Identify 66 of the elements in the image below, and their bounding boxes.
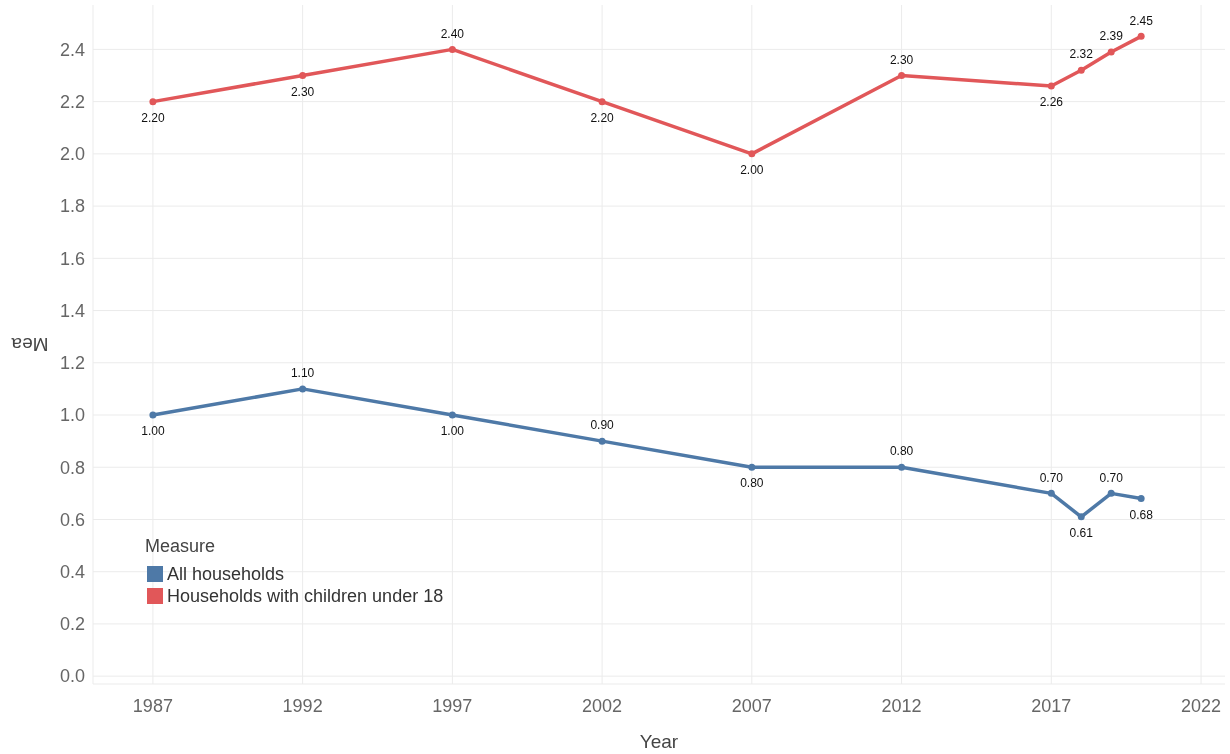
point	[598, 98, 606, 106]
data-label: 2.32	[1069, 47, 1094, 62]
point	[898, 72, 906, 80]
data-label: 2.00	[740, 163, 764, 178]
point	[1107, 489, 1115, 497]
point	[898, 463, 906, 471]
data-label: 2.30	[290, 84, 315, 99]
legend-title: Measure	[145, 536, 216, 556]
y-tick-label: 1.8	[59, 196, 85, 217]
point	[1047, 82, 1055, 90]
point	[1137, 32, 1145, 40]
data-label: 2.39	[1099, 29, 1124, 44]
y-tick-label: 0.4	[59, 562, 85, 582]
x-tick-label: 1997	[432, 696, 473, 716]
x-axis-title: Year	[639, 731, 679, 752]
data-label: 0.68	[1129, 507, 1154, 522]
data-label: 0.90	[590, 418, 615, 433]
data-label: 2.45	[1129, 13, 1154, 28]
point	[1077, 66, 1085, 74]
x-tick-label: 2022	[1181, 696, 1222, 716]
data-label: 2.30	[889, 52, 914, 67]
data-label: 2.40	[440, 26, 465, 41]
point	[748, 150, 756, 158]
point	[1077, 513, 1085, 521]
data-label: 0.70	[1099, 470, 1124, 485]
y-tick-label: 2.2	[59, 91, 85, 112]
x-tick-label: 1992	[282, 696, 323, 716]
data-label: 0.70	[1039, 470, 1064, 485]
data-label: 0.61	[1069, 526, 1094, 541]
data-label: 2.26	[1039, 95, 1064, 110]
point	[748, 463, 756, 471]
y-tick-label: 0.0	[59, 666, 85, 687]
data-label: 1.00	[440, 424, 465, 439]
point	[1047, 489, 1055, 497]
y-tick-label: 0.2	[59, 614, 85, 635]
point	[1107, 48, 1115, 56]
y-tick-label: 1.2	[59, 353, 85, 374]
point	[448, 45, 456, 53]
y-tick-label: 2.4	[59, 39, 85, 60]
y-tick-label: 0.6	[59, 509, 85, 530]
y-axis-title: Mea	[11, 333, 49, 355]
legend-label: All households	[167, 564, 285, 585]
data-label: 1.10	[290, 366, 315, 381]
data-label: 2.20	[141, 110, 165, 125]
point	[598, 437, 606, 445]
y-tick-label: 1.0	[59, 405, 85, 426]
legend-label: Households with children under 18	[167, 586, 444, 607]
x-tick-label: 2002	[582, 696, 623, 716]
x-tick-label: 1987	[132, 696, 173, 716]
y-tick-label: 1.6	[59, 248, 85, 269]
x-tick-label: 2012	[881, 696, 922, 716]
point	[149, 98, 157, 106]
point	[299, 385, 307, 393]
data-label: 1.00	[141, 424, 165, 439]
point	[1137, 495, 1145, 503]
data-label: 0.80	[740, 476, 764, 491]
point	[149, 411, 157, 419]
point	[448, 411, 456, 419]
y-tick-label: 1.4	[59, 300, 85, 321]
x-tick-label: 2007	[731, 696, 772, 716]
data-label: 0.80	[889, 444, 914, 459]
y-tick-label: 2.0	[59, 144, 85, 165]
y-tick-label: 0.8	[59, 457, 85, 478]
data-label: 2.20	[590, 110, 615, 125]
point	[299, 72, 307, 80]
x-tick-label: 2017	[1031, 696, 1072, 716]
